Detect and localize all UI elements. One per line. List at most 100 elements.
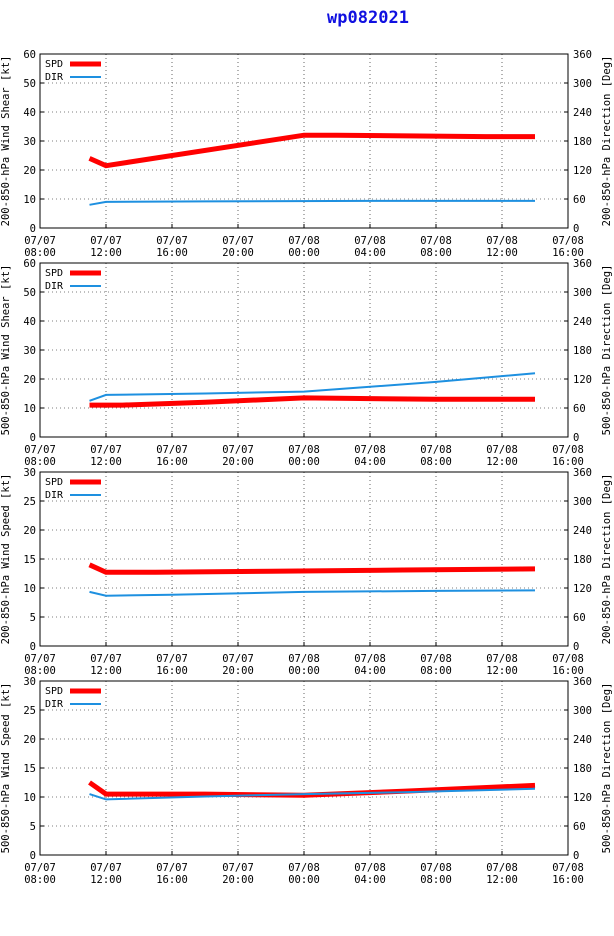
legend-label-spd: SPD (45, 477, 63, 488)
x-tick-label-date: 07/08 (486, 653, 518, 665)
y-tick-label: 10 (23, 403, 36, 415)
y-tick-label: 25 (23, 496, 36, 508)
x-tick-label-time: 12:00 (486, 247, 518, 259)
y-tick-label: 30 (23, 676, 36, 688)
x-tick-label-time: 20:00 (222, 665, 254, 677)
y-axis-label: 500-850-hPa Wind Shear [kt] (0, 265, 12, 436)
y2-axis-label: 200-850-hPa Direction [Deg] (601, 56, 613, 227)
y-tick-label: 60 (23, 258, 36, 270)
x-tick-label-time: 08:00 (420, 456, 452, 468)
x-tick-label-date: 07/07 (90, 862, 122, 874)
x-tick-label-date: 07/07 (156, 653, 188, 665)
x-tick-label-time: 16:00 (552, 247, 584, 259)
x-tick-label-date: 07/07 (24, 862, 56, 874)
x-tick-label-date: 07/07 (24, 444, 56, 456)
y-tick-label: 20 (23, 165, 36, 177)
y-tick-label: 10 (23, 792, 36, 804)
x-tick-label-date: 07/07 (90, 235, 122, 247)
y2-tick-label: 120 (573, 374, 592, 386)
y-tick-label: 20 (23, 525, 36, 537)
y-axis-label: 200-850-hPa Wind Speed [kt] (0, 474, 12, 645)
x-tick-label-time: 12:00 (486, 456, 518, 468)
x-tick-label-time: 16:00 (156, 874, 188, 886)
chart-1: 010203040506006012018024030036007/0708:0… (0, 49, 613, 259)
legend-label-dir: DIR (45, 281, 64, 292)
y2-tick-label: 60 (573, 612, 586, 624)
y2-tick-label: 240 (573, 107, 592, 119)
x-tick-label-time: 16:00 (156, 665, 188, 677)
x-tick-label-time: 12:00 (90, 456, 122, 468)
y2-tick-label: 180 (573, 763, 592, 775)
page-title: wp082021 (327, 8, 409, 28)
x-tick-label-time: 16:00 (156, 456, 188, 468)
series-line-dir (89, 199, 535, 206)
x-tick-label-date: 07/07 (222, 862, 254, 874)
x-tick-label-date: 07/07 (222, 444, 254, 456)
y2-tick-label: 240 (573, 734, 592, 746)
x-tick-label-time: 00:00 (288, 665, 320, 677)
series-line-dir (89, 787, 536, 801)
x-tick-label-date: 07/07 (24, 653, 56, 665)
y-axis-label: 500-850-hPa Wind Speed [kt] (0, 683, 12, 854)
x-tick-label-time: 12:00 (90, 874, 122, 886)
x-tick-label-time: 08:00 (420, 247, 452, 259)
x-tick-label-time: 00:00 (288, 247, 320, 259)
x-tick-label-date: 07/08 (288, 862, 320, 874)
x-tick-label-time: 04:00 (354, 665, 386, 677)
legend-label-dir: DIR (45, 699, 64, 710)
y2-tick-label: 120 (573, 792, 592, 804)
y-tick-label: 30 (23, 345, 36, 357)
y-tick-label: 25 (23, 705, 36, 717)
y2-tick-label: 300 (573, 78, 592, 90)
y-tick-label: 10 (23, 583, 36, 595)
y2-tick-label: 0 (573, 223, 579, 235)
legend-label-spd: SPD (45, 268, 63, 279)
x-tick-label-time: 16:00 (552, 665, 584, 677)
legend-label-dir: DIR (45, 490, 64, 501)
y2-tick-label: 180 (573, 554, 592, 566)
y2-tick-label: 180 (573, 136, 592, 148)
x-tick-label-date: 07/08 (486, 444, 518, 456)
x-tick-label-date: 07/08 (552, 444, 584, 456)
y-tick-label: 20 (23, 734, 36, 746)
x-tick-label-time: 00:00 (288, 456, 320, 468)
y2-tick-label: 120 (573, 583, 592, 595)
y-tick-label: 0 (30, 432, 36, 444)
y-tick-label: 30 (23, 136, 36, 148)
x-tick-label-date: 07/08 (552, 653, 584, 665)
y2-tick-label: 360 (573, 676, 592, 688)
x-tick-label-time: 08:00 (420, 874, 452, 886)
x-tick-label-time: 16:00 (552, 456, 584, 468)
chart-3: 05101520253006012018024030036007/0708:00… (0, 467, 613, 677)
y2-tick-label: 240 (573, 525, 592, 537)
x-tick-label-time: 16:00 (156, 247, 188, 259)
plot-frame (39, 680, 569, 856)
plot-frame (39, 262, 569, 438)
series-line-spd (89, 395, 535, 408)
x-tick-label-time: 08:00 (24, 874, 56, 886)
x-tick-label-date: 07/07 (90, 653, 122, 665)
series-line-dir (89, 589, 536, 597)
y2-axis-label: 500-850-hPa Direction [Deg] (601, 683, 613, 854)
y2-tick-label: 300 (573, 705, 592, 717)
x-tick-label-date: 07/07 (24, 235, 56, 247)
x-tick-label-date: 07/08 (288, 444, 320, 456)
x-tick-label-date: 07/08 (486, 235, 518, 247)
y-tick-label: 40 (23, 316, 36, 328)
x-tick-label-date: 07/08 (354, 235, 386, 247)
y-tick-label: 15 (23, 554, 36, 566)
y-tick-label: 15 (23, 763, 36, 775)
y2-axis-label: 500-850-hPa Direction [Deg] (601, 265, 613, 436)
x-tick-label-date: 07/08 (354, 862, 386, 874)
x-tick-label-date: 07/07 (222, 235, 254, 247)
legend-label-dir: DIR (45, 72, 64, 83)
x-tick-label-date: 07/08 (288, 653, 320, 665)
x-tick-label-date: 07/08 (486, 862, 518, 874)
chart-4: 05101520253006012018024030036007/0708:00… (0, 676, 613, 886)
y-tick-label: 0 (30, 223, 36, 235)
x-tick-label-date: 07/08 (420, 653, 452, 665)
x-tick-label-time: 16:00 (552, 874, 584, 886)
y2-tick-label: 240 (573, 316, 592, 328)
y2-tick-label: 120 (573, 165, 592, 177)
